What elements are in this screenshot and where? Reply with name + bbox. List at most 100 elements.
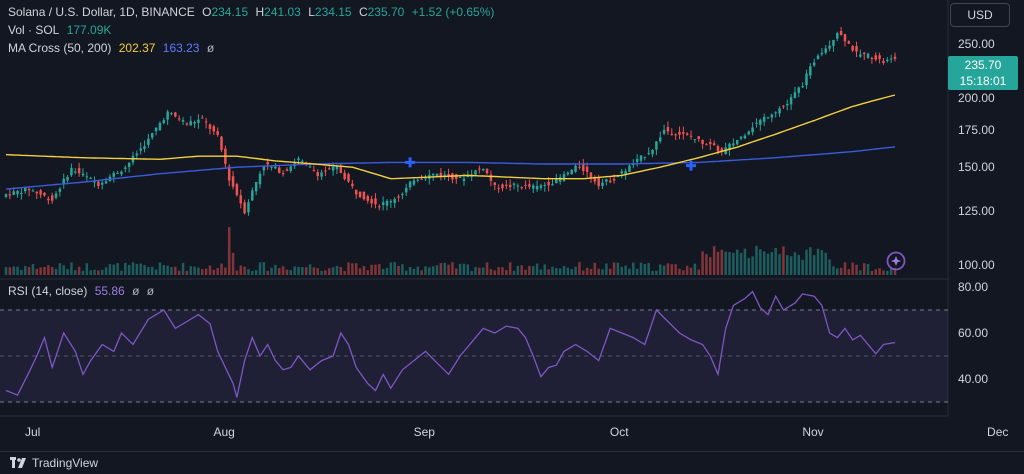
candle-body[interactable] — [120, 171, 123, 175]
candle-body[interactable] — [27, 188, 31, 191]
candle-body[interactable] — [366, 196, 370, 201]
ma-slow-line[interactable] — [5, 146, 896, 190]
candle-body[interactable] — [839, 30, 843, 35]
candle-body[interactable] — [216, 131, 219, 135]
candle-body[interactable] — [154, 127, 158, 132]
candle-body[interactable] — [343, 172, 346, 180]
candle-body[interactable] — [20, 193, 23, 195]
candle-body[interactable] — [12, 191, 15, 195]
candle-body[interactable] — [589, 172, 593, 178]
candle-body[interactable] — [797, 87, 801, 93]
candle-body[interactable] — [893, 56, 897, 59]
candle-body[interactable] — [162, 120, 166, 124]
candle-body[interactable] — [505, 184, 508, 186]
candle-body[interactable] — [89, 177, 92, 179]
candle-body[interactable] — [716, 146, 720, 152]
candle-body[interactable] — [416, 179, 420, 181]
candle-body[interactable] — [793, 92, 797, 98]
price-axis[interactable]: 100.00 125.00 150.00 175.00 200.00 250.00 40.0… — [958, 37, 995, 386]
candle-body[interactable] — [855, 46, 858, 52]
ma-label[interactable]: MA Cross (50, 200) — [8, 41, 112, 55]
candle-body[interactable] — [651, 149, 654, 155]
candle-body[interactable] — [809, 66, 812, 76]
candle-body[interactable] — [393, 198, 396, 203]
candle-body[interactable] — [39, 190, 42, 195]
candle-body[interactable] — [478, 168, 481, 170]
candle-body[interactable] — [566, 172, 570, 175]
candle-body[interactable] — [558, 177, 562, 182]
candle-body[interactable] — [643, 156, 647, 158]
candle-body[interactable] — [258, 173, 262, 185]
candle-body[interactable] — [158, 123, 162, 131]
candle-body[interactable] — [374, 198, 377, 205]
candle-body[interactable] — [682, 132, 685, 134]
candle-body[interactable] — [212, 126, 216, 132]
candle-body[interactable] — [66, 177, 69, 181]
candle-body[interactable] — [874, 55, 878, 60]
candle-body[interactable] — [701, 139, 704, 145]
candle-body[interactable] — [174, 112, 177, 117]
rsi-line[interactable] — [5, 290, 896, 398]
rsi-visibility-icon[interactable]: ø — [132, 284, 140, 298]
candle-body[interactable] — [43, 192, 46, 196]
candle-body[interactable] — [578, 166, 581, 168]
candle-body[interactable] — [481, 169, 485, 171]
candle-body[interactable] — [197, 119, 200, 123]
candle-body[interactable] — [535, 185, 539, 190]
candle-body[interactable] — [447, 174, 450, 177]
candle-body[interactable] — [243, 202, 246, 214]
candle-body[interactable] — [112, 173, 116, 177]
candle-body[interactable] — [889, 58, 893, 60]
candle-body[interactable] — [539, 185, 543, 188]
candle-body[interactable] — [543, 184, 547, 186]
volume-label[interactable]: Vol · SOL — [8, 23, 60, 37]
candle-body[interactable] — [501, 184, 504, 189]
candle-body[interactable] — [766, 117, 770, 119]
candle-body[interactable] — [485, 168, 489, 174]
candle-body[interactable] — [551, 184, 554, 186]
candle-body[interactable] — [412, 180, 416, 185]
candle-body[interactable] — [16, 190, 19, 195]
candle-body[interactable] — [408, 181, 412, 188]
candle-body[interactable] — [620, 171, 624, 174]
candle-body[interactable] — [347, 174, 350, 182]
candle-body[interactable] — [385, 200, 389, 206]
candle-body[interactable] — [732, 143, 735, 146]
candle-body[interactable] — [324, 170, 327, 172]
tradingview-logo[interactable]: TradingView — [10, 456, 98, 470]
candle-body[interactable] — [339, 166, 343, 173]
candle-body[interactable] — [851, 46, 854, 51]
candle-body[interactable] — [351, 183, 354, 187]
candle-body[interactable] — [828, 45, 831, 49]
candle-body[interactable] — [35, 191, 39, 194]
candle-body[interactable] — [816, 55, 820, 60]
candle-body[interactable] — [70, 167, 73, 176]
candle-body[interactable] — [297, 158, 300, 161]
candle-body[interactable] — [301, 160, 304, 162]
candle-body[interactable] — [608, 180, 612, 183]
candle-body[interactable] — [170, 113, 173, 115]
candle-body[interactable] — [747, 131, 751, 135]
candle-body[interactable] — [47, 198, 50, 201]
candle-body[interactable] — [458, 176, 462, 178]
candle-body[interactable] — [254, 181, 258, 192]
candle-body[interactable] — [127, 162, 131, 168]
candle-body[interactable] — [443, 174, 446, 176]
candle-body[interactable] — [435, 173, 439, 177]
candle-body[interactable] — [601, 182, 604, 186]
currency-button[interactable]: USD — [950, 3, 1010, 27]
candle-body[interactable] — [859, 54, 862, 57]
candle-body[interactable] — [251, 190, 254, 201]
candle-body[interactable] — [562, 174, 566, 181]
candle-body[interactable] — [705, 144, 708, 146]
candle-body[interactable] — [316, 172, 319, 177]
candle-body[interactable] — [312, 170, 316, 172]
candle-body[interactable] — [882, 60, 885, 63]
candle-body[interactable] — [520, 187, 523, 189]
candle-body[interactable] — [266, 161, 269, 165]
candle-body[interactable] — [512, 183, 516, 185]
candle-body[interactable] — [420, 178, 423, 180]
candle-body[interactable] — [139, 148, 142, 151]
candle-body[interactable] — [728, 143, 731, 151]
candle-body[interactable] — [755, 122, 758, 124]
